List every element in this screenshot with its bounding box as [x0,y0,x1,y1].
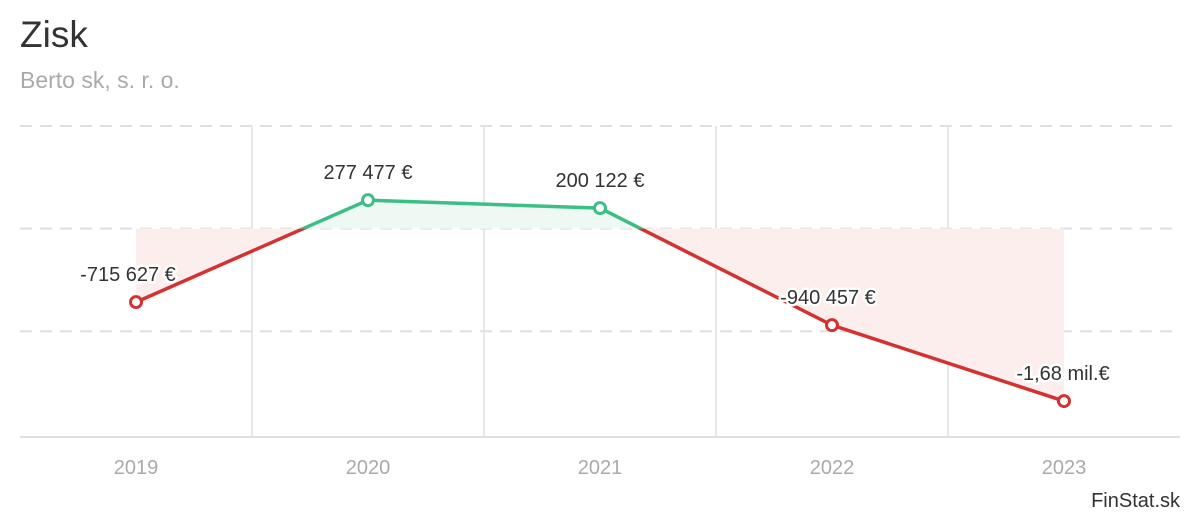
data-point [1057,394,1071,409]
data-label: -715 627 € [80,264,176,286]
negative-area [136,228,1064,402]
data-point [129,295,143,310]
data-label: 200 122 € [556,170,645,192]
data-point [825,318,839,333]
finstat-credit-link[interactable]: FinStat.sk [1091,490,1180,512]
x-tick-label: 2021 [578,457,623,479]
negative-line [135,228,1065,403]
chart-title: Zisk [20,14,88,55]
data-label: 277 477 € [324,162,413,184]
x-tick-label: 2020 [346,457,391,479]
data-label: -1,68 mil.€ [1016,363,1109,385]
x-tick-label: 2019 [114,457,159,479]
x-tick-label: 2022 [810,457,855,479]
chart-subtitle: Berto sk, s. r. o. [20,67,180,93]
data-label: -940 457 € [780,287,876,309]
x-tick-label: 2023 [1042,457,1087,479]
data-point [593,201,607,216]
data-point [361,193,375,208]
